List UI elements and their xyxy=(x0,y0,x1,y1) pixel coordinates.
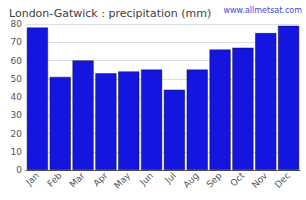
svg-text:50: 50 xyxy=(11,74,23,84)
svg-text:Oct: Oct xyxy=(228,170,246,188)
svg-text:30: 30 xyxy=(11,110,23,120)
svg-text:Jul: Jul xyxy=(163,170,178,185)
svg-text:Feb: Feb xyxy=(45,170,64,189)
svg-text:0: 0 xyxy=(16,165,22,175)
svg-text:London-Gatwick : precipitation: London-Gatwick : precipitation (mm) xyxy=(9,7,211,20)
svg-text:Jan: Jan xyxy=(23,170,41,188)
svg-text:Apr: Apr xyxy=(91,170,109,188)
svg-text:Jun: Jun xyxy=(137,170,155,188)
svg-text:www.allmetsat.com: www.allmetsat.com xyxy=(224,6,303,15)
svg-text:May: May xyxy=(112,170,133,191)
svg-text:80: 80 xyxy=(11,19,23,29)
svg-text:40: 40 xyxy=(11,92,23,102)
svg-text:Nov: Nov xyxy=(250,170,270,190)
svg-text:70: 70 xyxy=(11,37,23,47)
svg-text:Sep: Sep xyxy=(205,170,224,189)
svg-text:Mar: Mar xyxy=(68,170,87,189)
svg-text:10: 10 xyxy=(11,147,23,157)
svg-text:20: 20 xyxy=(11,129,23,139)
svg-text:60: 60 xyxy=(11,56,23,66)
svg-text:Dec: Dec xyxy=(273,170,292,189)
svg-text:Aug: Aug xyxy=(181,170,200,189)
